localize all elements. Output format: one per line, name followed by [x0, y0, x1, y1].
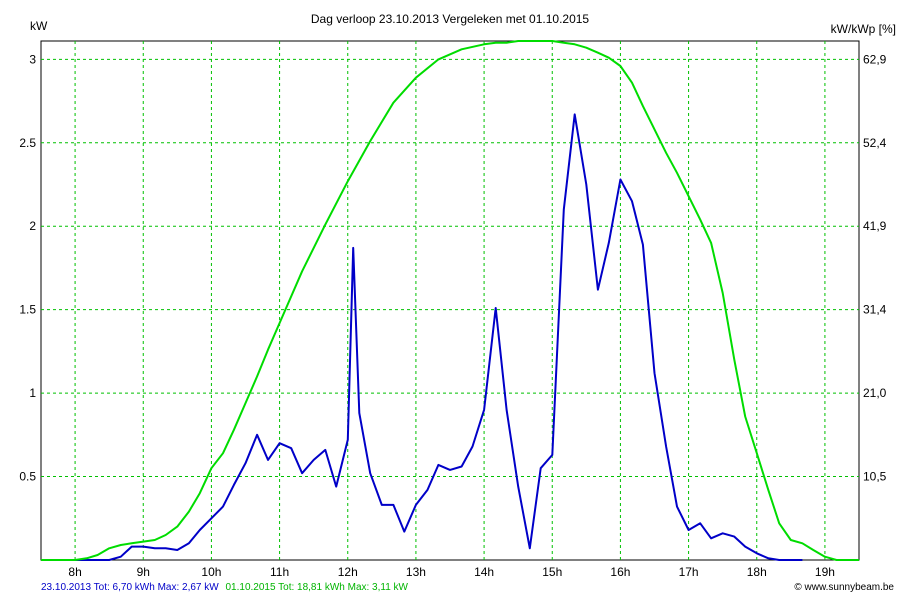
x-tick-label: 14h	[474, 565, 494, 579]
y-tick-label: 2	[29, 219, 36, 233]
y2-tick-label: 10,5	[863, 470, 887, 484]
y-tick-label: 2.5	[19, 136, 36, 150]
series-line-2013	[41, 113, 803, 561]
series-line-2015	[41, 40, 859, 561]
y2-tick-label: 41,9	[863, 219, 887, 233]
x-tick-label: 9h	[137, 565, 150, 579]
y-tick-label: 3	[29, 52, 36, 66]
y-axis-left-label: kW	[30, 19, 48, 33]
x-tick-label: 19h	[815, 565, 835, 579]
site-credit: © www.sunnybeam.be	[794, 582, 894, 593]
x-tick-label: 8h	[68, 565, 81, 579]
x-tick-label: 12h	[338, 565, 358, 579]
chart-title: Dag verloop 23.10.2013 Vergeleken met 01…	[311, 12, 590, 26]
legend-footer: 23.10.2013 Tot: 6,70 kWh Max: 2,67 kW 01…	[41, 582, 412, 593]
x-tick-label: 16h	[610, 565, 630, 579]
y-tick-label: 1	[29, 386, 36, 400]
y-tick-label: 0.5	[19, 470, 36, 484]
x-tick-label: 17h	[679, 565, 699, 579]
series1-summary: 23.10.2013 Tot: 6,70 kWh Max: 2,67 kW	[41, 582, 219, 593]
y2-tick-label: 31,4	[863, 303, 887, 317]
y2-tick-label: 21,0	[863, 386, 887, 400]
x-tick-label: 15h	[542, 565, 562, 579]
x-tick-label: 10h	[201, 565, 221, 579]
x-tick-label: 13h	[406, 565, 426, 579]
x-tick-label: 11h	[270, 565, 289, 579]
y2-tick-label: 62,9	[863, 52, 887, 66]
series2-summary: 01.10.2015 Tot: 18,81 kWh Max: 3,11 kW	[225, 582, 408, 593]
y-tick-label: 1.5	[19, 303, 36, 317]
y2-tick-label: 52,4	[863, 136, 887, 150]
x-tick-label: 18h	[747, 565, 767, 579]
y-axis-right-label: kW/kWp [%]	[831, 22, 896, 36]
plot-area	[40, 40, 860, 561]
